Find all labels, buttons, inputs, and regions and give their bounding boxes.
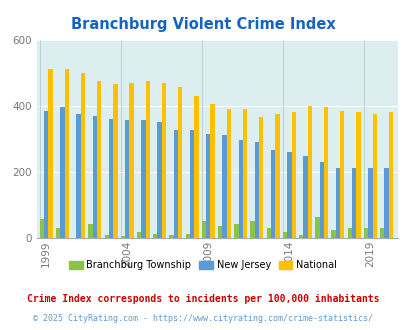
Bar xyxy=(266,228,270,238)
Text: Crime Index corresponds to incidents per 100,000 inhabitants: Crime Index corresponds to incidents per… xyxy=(27,294,378,304)
Bar xyxy=(97,81,101,238)
Bar xyxy=(190,130,194,238)
Bar xyxy=(206,134,210,238)
Bar xyxy=(141,120,145,238)
Bar xyxy=(282,232,286,238)
Bar xyxy=(217,226,222,238)
Bar xyxy=(372,114,376,238)
Bar xyxy=(88,224,92,238)
Bar xyxy=(298,235,303,238)
Bar xyxy=(60,107,64,238)
Bar xyxy=(129,82,134,238)
Bar xyxy=(388,112,392,238)
Bar xyxy=(242,109,247,238)
Legend: Branchburg Township, New Jersey, National: Branchburg Township, New Jersey, Nationa… xyxy=(65,256,340,274)
Bar xyxy=(384,168,388,238)
Bar xyxy=(291,112,295,238)
Bar xyxy=(153,234,157,238)
Bar xyxy=(226,109,230,238)
Bar xyxy=(76,114,81,238)
Bar xyxy=(323,107,328,238)
Bar xyxy=(92,115,97,238)
Bar xyxy=(307,106,311,238)
Bar xyxy=(210,104,214,238)
Bar xyxy=(201,221,206,238)
Text: © 2025 CityRating.com - https://www.cityrating.com/crime-statistics/: © 2025 CityRating.com - https://www.city… xyxy=(33,314,372,323)
Bar xyxy=(125,120,129,238)
Bar xyxy=(258,117,263,238)
Bar xyxy=(173,130,178,238)
Bar xyxy=(64,69,69,238)
Bar xyxy=(363,228,367,238)
Bar xyxy=(335,168,339,238)
Bar xyxy=(136,232,141,238)
Bar xyxy=(113,84,117,238)
Bar xyxy=(314,217,319,238)
Bar xyxy=(339,111,343,238)
Bar xyxy=(356,112,360,238)
Bar xyxy=(56,228,60,238)
Bar xyxy=(169,235,173,238)
Bar xyxy=(81,73,85,238)
Bar xyxy=(178,87,182,238)
Bar xyxy=(367,168,372,238)
Bar xyxy=(238,140,242,238)
Bar xyxy=(330,230,335,238)
Bar xyxy=(104,235,109,238)
Bar xyxy=(319,162,323,238)
Bar xyxy=(185,234,190,238)
Bar xyxy=(48,69,53,238)
Bar xyxy=(275,114,279,238)
Bar xyxy=(120,236,125,238)
Bar xyxy=(157,122,162,238)
Bar xyxy=(222,135,226,238)
Bar xyxy=(234,224,238,238)
Bar xyxy=(351,168,356,238)
Bar xyxy=(145,81,150,238)
Text: Branchburg Violent Crime Index: Branchburg Violent Crime Index xyxy=(70,17,335,32)
Bar xyxy=(194,96,198,238)
Bar xyxy=(40,219,44,238)
Bar xyxy=(250,221,254,238)
Bar xyxy=(44,111,48,238)
Bar xyxy=(270,150,275,238)
Bar xyxy=(379,228,384,238)
Bar xyxy=(254,142,258,238)
Bar xyxy=(109,119,113,238)
Bar xyxy=(286,152,291,238)
Bar xyxy=(303,156,307,238)
Bar xyxy=(162,83,166,238)
Bar xyxy=(347,228,351,238)
